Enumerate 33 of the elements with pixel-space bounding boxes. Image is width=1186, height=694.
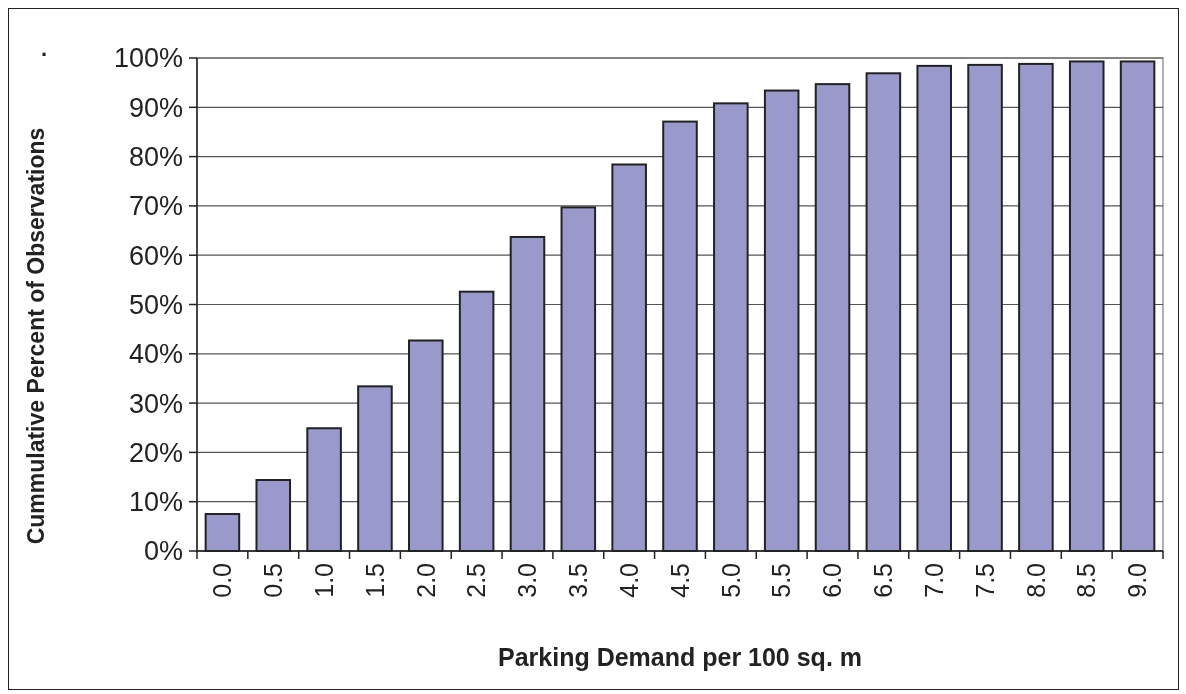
x-tick-label: 5.5 [767,563,796,598]
x-tick-label: 4.5 [665,563,694,598]
x-tick-label: 8.5 [1072,563,1101,598]
x-tick-label: 3.0 [513,563,542,598]
y-tick-label: 80% [128,142,183,173]
x-tick-label: 4.0 [614,563,643,598]
x-axis-title: Parking Demand per 100 sq. m [497,643,863,671]
y-tick-label: 20% [128,437,183,468]
x-tick-label: 1.0 [309,563,338,598]
x-tick-label: 3.5 [564,563,593,598]
y-tick-label: 90% [128,92,183,123]
x-tick-label: 8.0 [1021,563,1050,598]
x-tick-label: 1.5 [360,563,389,598]
x-tick-label: 6.0 [818,563,847,598]
x-tick-label: 5.0 [716,563,745,598]
y-axis-title: Cummulative Percent of Observations [23,127,49,545]
x-tick-label: 7.0 [919,563,948,598]
y-tick-label: 60% [128,240,183,271]
text: . [40,36,48,61]
x-tick-label: 2.0 [411,563,440,598]
x-tick-label: 2.5 [462,563,491,598]
x-tick-label: 0.5 [259,563,288,598]
y-tick-label: 10% [128,487,183,518]
x-tick-label: 9.0 [1123,563,1152,598]
y-tick-label: 100% [113,43,183,74]
y-tick-label: 70% [128,191,183,222]
y-tick-label: 0% [143,536,183,567]
y-tick-label: 30% [128,388,183,419]
y-tick-label: 40% [128,339,183,370]
x-tick-label: 6.5 [869,563,898,598]
y-tick-label: 50% [128,289,183,320]
x-tick-label: 0.0 [208,563,237,598]
x-tick-label: 7.5 [970,563,999,598]
